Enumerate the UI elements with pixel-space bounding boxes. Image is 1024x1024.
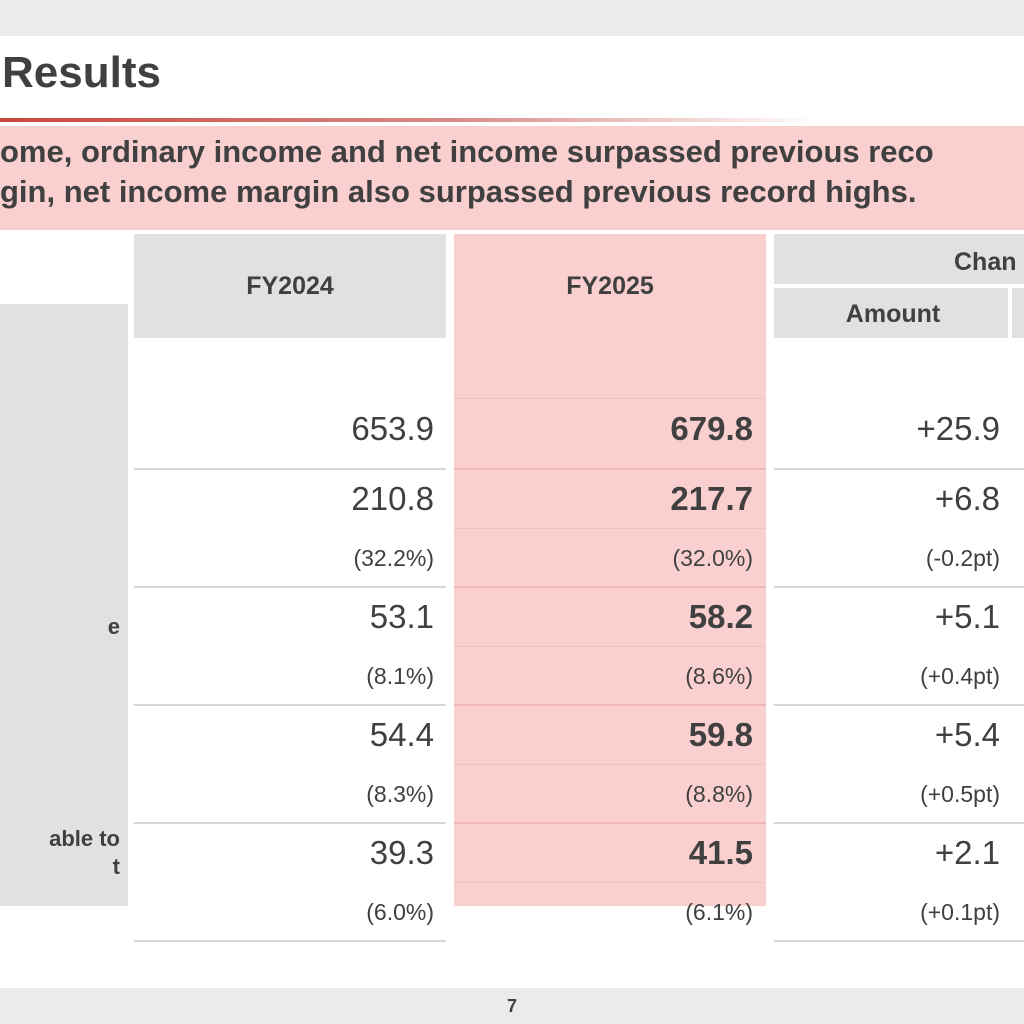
header-fy2024-label: FY2024 [246,272,334,300]
row-separator [454,704,766,706]
row-separator [774,940,1024,942]
fy2025-sub-divider [454,764,766,765]
change-value: +2.1 [934,834,1000,871]
fy2025-value: 58.2 [688,598,753,635]
fy2024-margin: (8.3%) [366,781,434,807]
fy2024-margin: (6.0%) [366,899,434,925]
row-label-3: e [107,614,120,639]
header-change-label: Chan [954,248,1017,276]
fy2024-value: 53.1 [369,598,434,635]
row-separator [454,822,766,824]
fy2025-margin: (8.6%) [685,663,753,689]
row-separator [774,822,1024,824]
fy2025-value: 59.8 [688,716,753,753]
header-fy2025-label: FY2025 [566,272,654,300]
fy2025-column [454,304,766,906]
row-separator [134,940,446,942]
row-separator [134,822,446,824]
fy2025-margin: (6.1%) [685,899,753,925]
fy2024-value: 210.8 [351,480,434,517]
fy2025-value: 41.5 [688,834,753,871]
row-separator [454,468,766,470]
fy2025-value: 679.8 [670,410,753,447]
row-separator [774,704,1024,706]
fy2025-margin: (32.0%) [672,545,753,571]
header-change: Chan [774,234,1024,284]
fy2024-value: 39.3 [369,834,434,871]
row-separator [134,468,446,470]
header-amount-label: Amount [845,300,941,328]
row-separator [774,586,1024,588]
row-label-5-line-1: able to [49,826,120,851]
fy2024-value: 653.9 [351,410,434,447]
fy2024-margin: (8.1%) [366,663,434,689]
change-value: +6.8 [934,480,1000,517]
fy2024-margin: (32.2%) [353,545,434,571]
header-amount: Amount [774,288,1008,338]
change-margin: (+0.5pt) [920,781,1000,807]
summary-banner: ome, ordinary income and net income surp… [0,126,1024,230]
fy2025-sub-divider [454,882,766,883]
fy2025-sub-divider [454,528,766,529]
row-separator [134,704,446,706]
change-margin: (+0.1pt) [920,899,1000,925]
row-separator [454,586,766,588]
change-margin: (+0.4pt) [920,663,1000,689]
fy2024-value: 54.4 [369,716,434,753]
change-value: +25.9 [916,410,1001,447]
fy2025-sub-divider [454,646,766,647]
fy2025-margin: (8.8%) [685,781,753,807]
summary-line-2: gin, net income margin also surpassed pr… [0,174,917,209]
slide-title: Results [2,48,161,97]
change-margin: (-0.2pt) [925,545,1000,571]
header-fy2024: FY2024 [134,234,446,338]
page-number: 7 [506,996,517,1016]
row-separator [774,468,1024,470]
summary-line-1: ome, ordinary income and net income surp… [0,134,934,169]
row-label-5-line-2: t [112,854,120,879]
row-label-column: e able to t [0,304,128,906]
fy2025-value: 217.7 [670,480,753,517]
row-separator [134,586,446,588]
header-next-column [1012,288,1024,338]
title-underline [0,118,820,122]
fy2025-sub-divider [454,398,766,399]
change-value: +5.1 [934,598,1000,635]
change-value: +5.4 [934,716,1000,753]
